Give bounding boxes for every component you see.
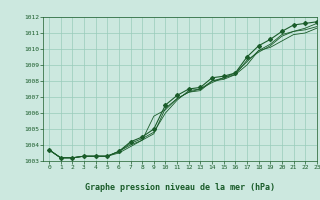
Text: Graphe pression niveau de la mer (hPa): Graphe pression niveau de la mer (hPa) [85,183,275,192]
